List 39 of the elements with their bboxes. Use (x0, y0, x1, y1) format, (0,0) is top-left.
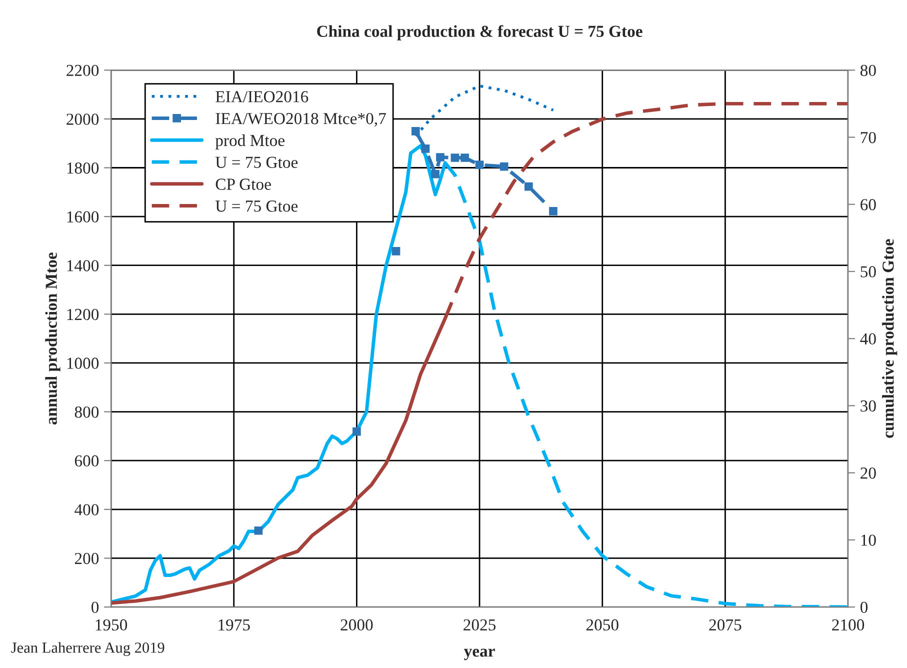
legend-label: U = 75 Gtoe (215, 200, 298, 212)
x-tick-label: 2100 (832, 619, 864, 631)
x-tick-label: 2025 (464, 619, 496, 631)
y2-tick-label: 40 (860, 333, 876, 345)
y-tick-label: 200 (74, 552, 99, 564)
y2-tick-label: 60 (860, 199, 876, 210)
y-tick-label: 600 (74, 455, 99, 467)
legend-label: U = 75 Gtoe (215, 156, 298, 168)
y-tick-label: 800 (74, 406, 99, 418)
y2-axis-title: cumulative production Gtoe (882, 239, 898, 438)
x-tick-label: 2075 (709, 619, 742, 631)
y2-tick-label: 20 (860, 467, 876, 479)
x-axis-title: year (464, 648, 495, 660)
y2-tick-label: 70 (860, 132, 876, 144)
y-tick-label: 400 (74, 504, 99, 516)
y-tick-label: 1000 (67, 358, 99, 369)
chart-title: China coal production & forecast U = 75 Gtoe (317, 25, 642, 40)
y2-tick-label: 10 (861, 534, 876, 546)
y-tick-label: 1600 (67, 211, 99, 223)
y2-tick-label: 30 (860, 400, 876, 412)
y-tick-label: 1400 (67, 260, 99, 272)
y2-tick-label: 80 (860, 64, 876, 76)
x-tick-label: 1975 (218, 619, 250, 631)
text: Jean Laherrere Aug 2019 (11, 642, 164, 656)
legend-label: IEA/WEO2018 Mtce*0,7 (216, 112, 386, 127)
y-tick-label: 0 (92, 602, 99, 613)
y-axis-title: annual production Mtoe (45, 252, 60, 424)
y-tick-label: 1800 (67, 162, 99, 174)
y-tick-label: 2000 (66, 114, 99, 125)
y-tick-label: 1200 (67, 308, 99, 320)
x-tick-label: 2000 (340, 619, 373, 631)
x-tick-label: 1950 (96, 619, 128, 631)
y2-tick-label: 0 (860, 602, 868, 613)
x-tick-label: 2050 (586, 619, 618, 631)
legend-label: EIA/IEO2016 (216, 91, 308, 102)
y-tick-label: 2200 (66, 64, 99, 76)
legend-label: CP Gtoe (216, 178, 271, 190)
legend-label: prod Mtoe (215, 134, 284, 150)
y2-tick-label: 50 (860, 266, 876, 278)
